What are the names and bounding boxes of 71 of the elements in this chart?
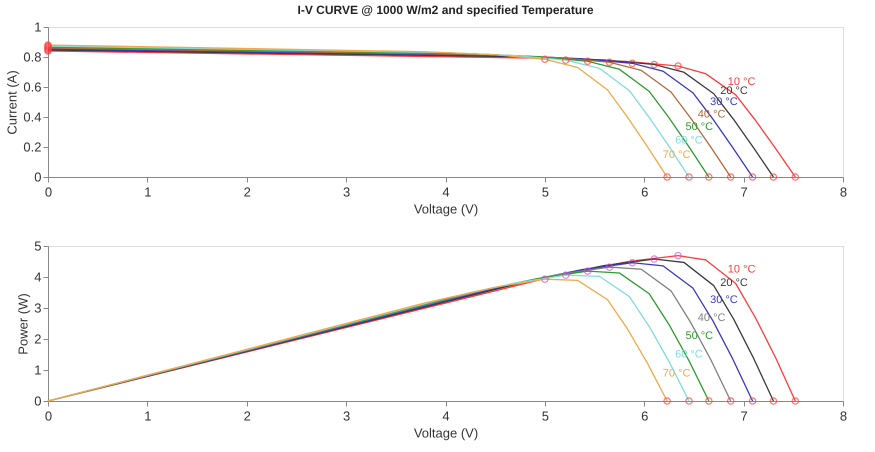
- y-tick-label: 0.8: [23, 50, 42, 64]
- x-tick-label: 0: [44, 408, 52, 424]
- y-axis-title: Power (W): [15, 293, 30, 355]
- y-tick-label: 0.6: [23, 80, 42, 94]
- point: [705, 397, 713, 405]
- point: [726, 173, 734, 181]
- y-tick-label: 4: [34, 270, 42, 284]
- series-label: 70 °C: [662, 148, 690, 161]
- x-axis-title: Voltage (V): [414, 202, 478, 216]
- x-tick-label: 5: [542, 184, 549, 200]
- y-axis-title: Current (A): [4, 70, 20, 135]
- x-tick-label: 4: [442, 184, 450, 200]
- point: [685, 173, 693, 181]
- y-tick-label: 0.2: [23, 140, 42, 154]
- x-tick-label: 3: [343, 184, 350, 200]
- x-tick-label: 7: [740, 184, 748, 200]
- y-tick-label: 5: [34, 238, 42, 254]
- point: [770, 173, 778, 181]
- point: [748, 397, 756, 405]
- series-label: 50 °C: [685, 121, 714, 134]
- point: [663, 397, 671, 405]
- x-axis-title: Voltage (V): [414, 426, 478, 440]
- point: [770, 397, 778, 405]
- x-tick-label: 0: [44, 184, 52, 200]
- series-label: 30 °C: [710, 294, 738, 306]
- chart-title: I-V CURVE @ 1000 W/m2 and specified Temperature: [297, 3, 594, 17]
- point: [584, 57, 592, 65]
- point: [562, 271, 570, 279]
- x-tick-label: 6: [641, 184, 648, 200]
- x-tick-label: 2: [244, 408, 251, 424]
- y-tick-label: 0: [34, 170, 42, 184]
- point: [726, 397, 734, 405]
- point: [606, 58, 614, 66]
- x-tick-label: 8: [840, 408, 848, 424]
- point: [606, 263, 614, 271]
- series-label: 20 °C: [720, 276, 748, 289]
- point: [674, 252, 682, 260]
- point: [628, 258, 636, 266]
- x-tick-label: 8: [840, 184, 848, 200]
- series-label: 40 °C: [698, 108, 726, 120]
- x-tick-label: 1: [144, 408, 152, 424]
- x-tick-label: 4: [442, 408, 450, 424]
- x-tick-label: 5: [542, 408, 549, 424]
- point: [541, 275, 549, 283]
- point: [663, 173, 671, 181]
- series-label: 40 °C: [698, 312, 726, 324]
- point: [562, 56, 570, 64]
- x-tick-label: 1: [144, 184, 152, 200]
- point: [628, 60, 636, 68]
- y-tick-label: 1: [34, 20, 42, 34]
- series-label: 70 °C: [662, 368, 690, 380]
- point: [650, 60, 658, 68]
- x-tick-label: 2: [244, 184, 251, 200]
- series-label: 10 °C: [728, 263, 756, 276]
- x-tick-label: 3: [343, 408, 350, 424]
- y-tick-label: 1: [34, 362, 42, 378]
- point: [748, 173, 756, 181]
- point: [584, 267, 592, 275]
- point: [705, 173, 713, 181]
- x-tick-label: 7: [740, 408, 748, 424]
- y-tick-label: 3: [34, 300, 42, 316]
- y-tick-label: 0.4: [23, 110, 42, 124]
- series-label: 20 °C: [720, 85, 748, 98]
- y-tick-label: 2: [34, 332, 42, 346]
- point: [685, 397, 693, 405]
- series-label: 50 °C: [685, 330, 714, 342]
- point: [541, 55, 549, 64]
- point: [674, 62, 682, 70]
- point: [650, 255, 658, 263]
- x-tick-label: 6: [641, 408, 648, 424]
- y-tick-label: 0: [34, 394, 42, 408]
